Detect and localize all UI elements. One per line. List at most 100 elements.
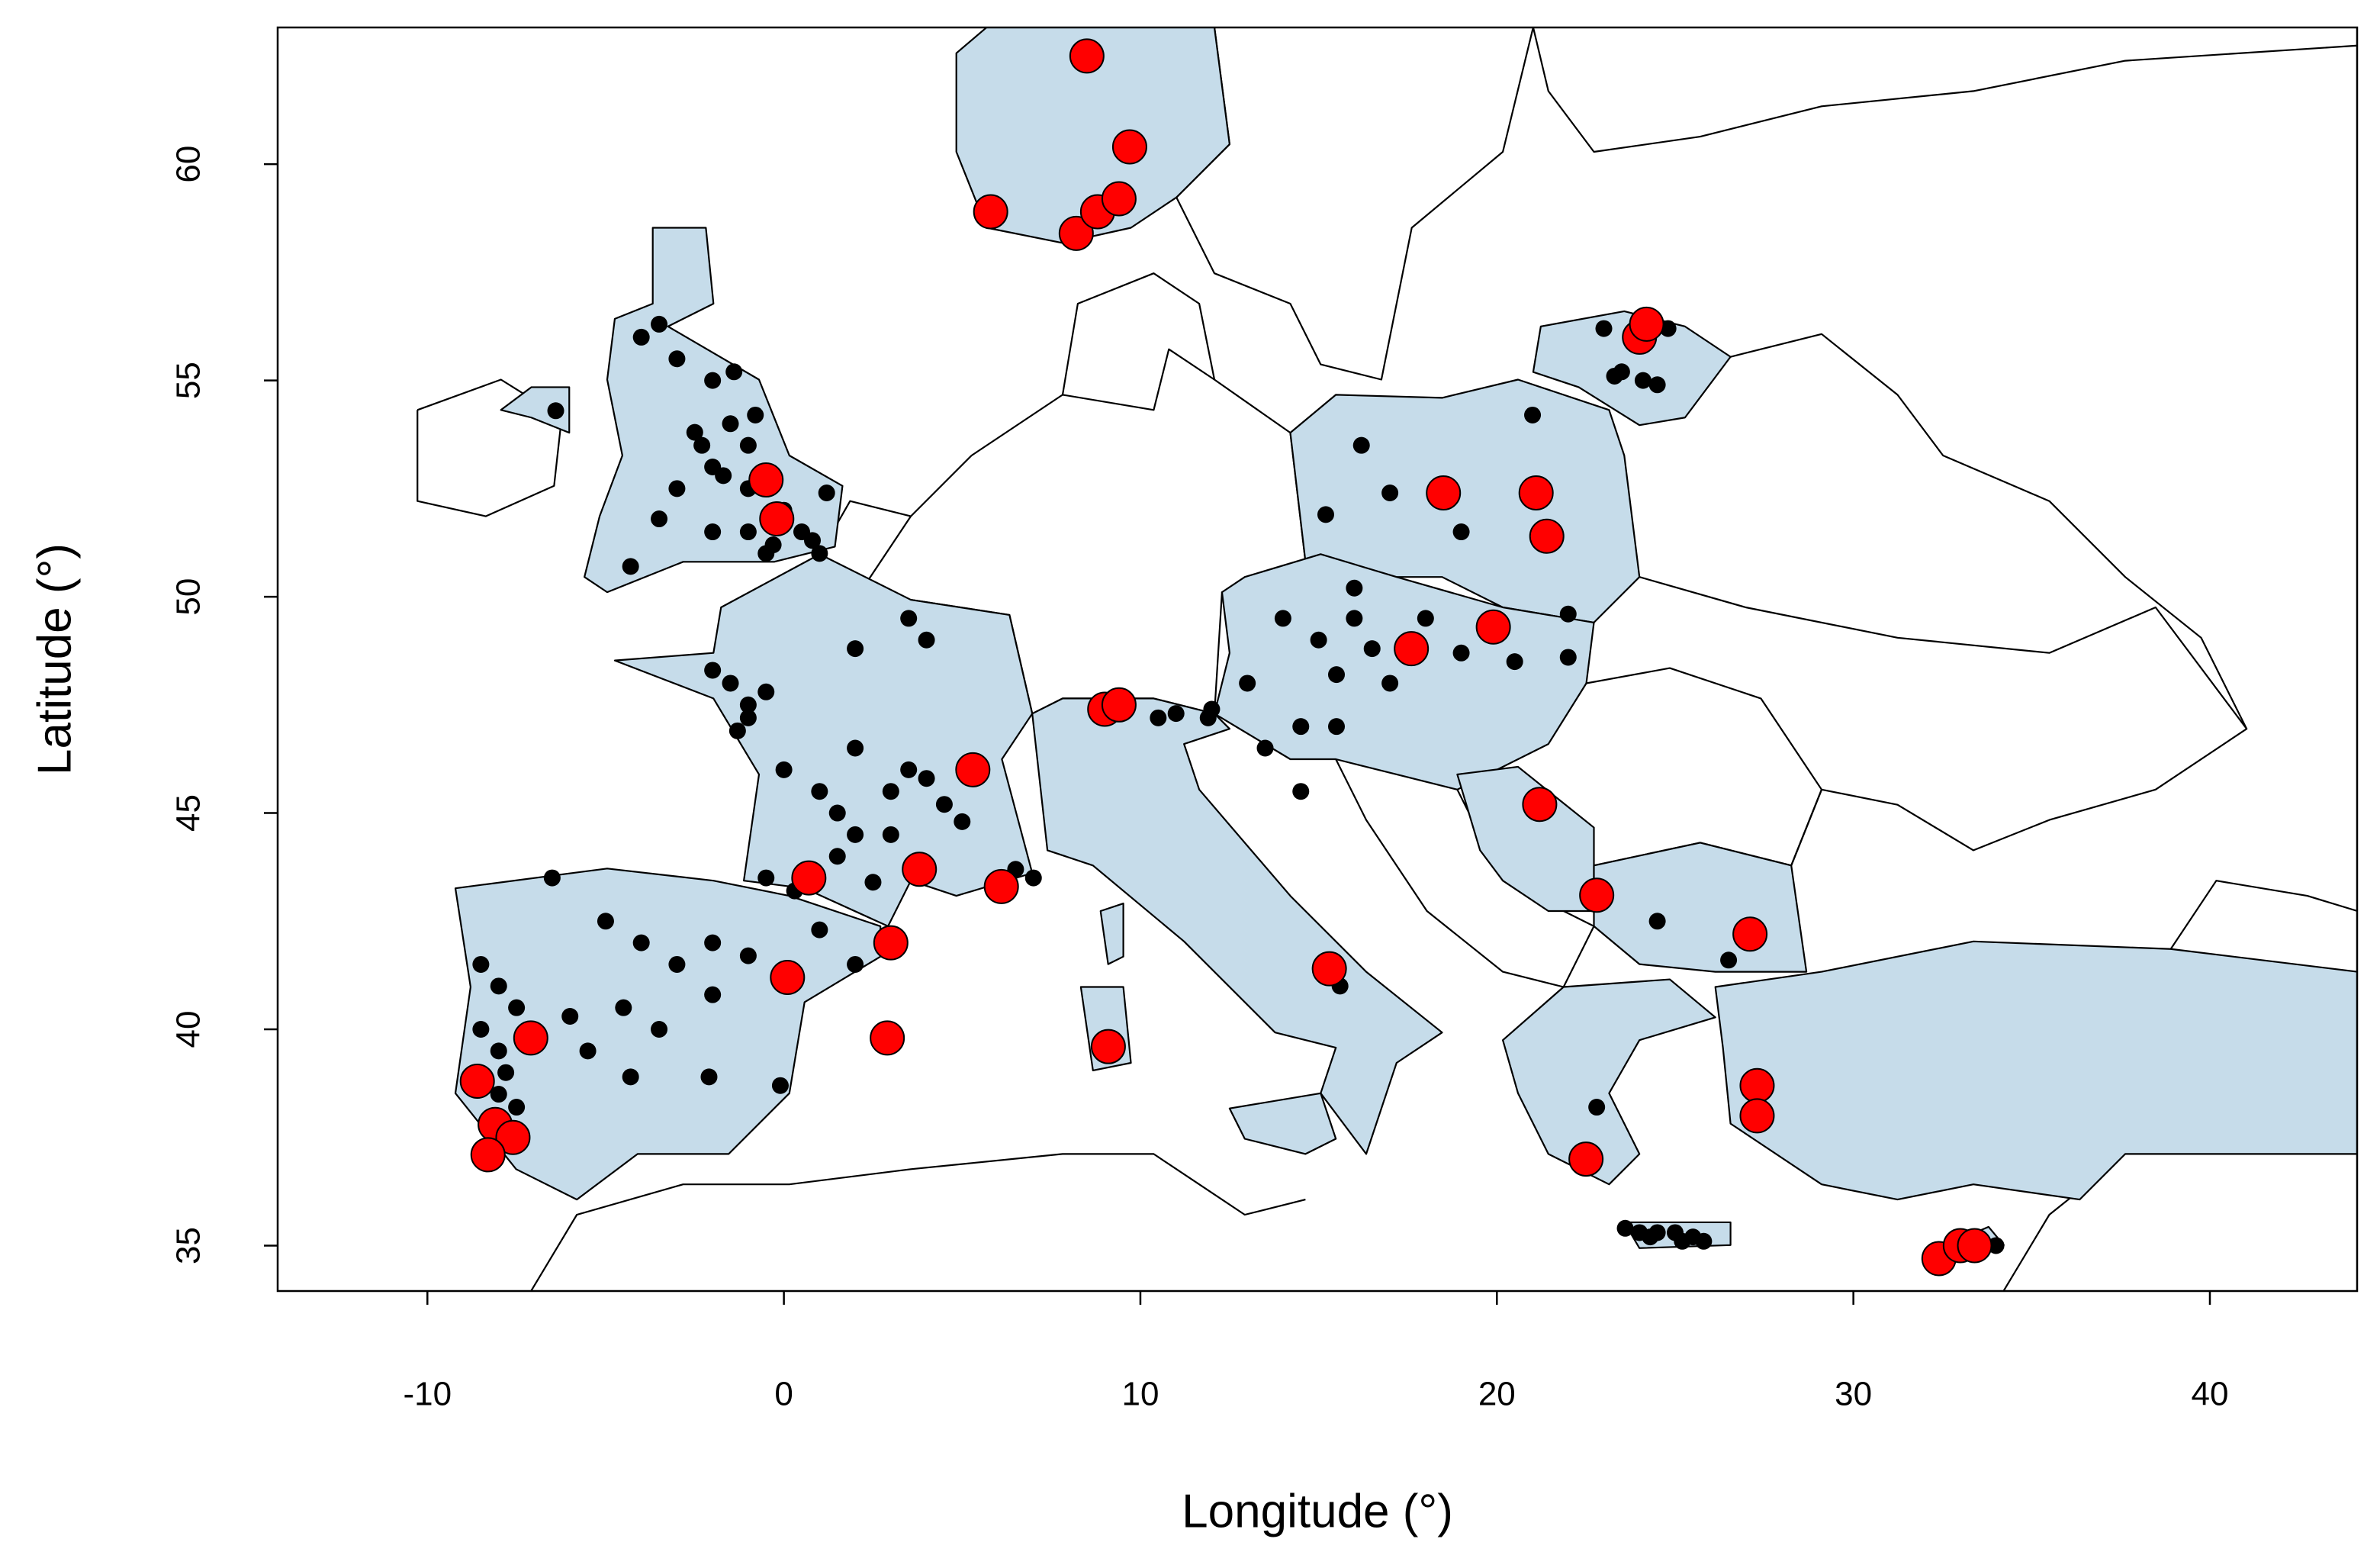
site-marker	[1648, 376, 1666, 394]
site-marker	[497, 1064, 515, 1081]
site-marker	[722, 415, 739, 433]
site-marker	[1328, 718, 1346, 736]
x-tick-label: 30	[1835, 1376, 1872, 1413]
serbia	[1456, 765, 1595, 913]
site-marker	[747, 406, 764, 423]
iberia	[454, 868, 882, 1201]
site-marker	[1363, 640, 1381, 658]
site-marker	[1328, 666, 1346, 684]
x-tick-label: -10	[403, 1376, 452, 1413]
site-marker-red	[1739, 1067, 1775, 1103]
site-marker	[490, 977, 507, 995]
caucasus	[2169, 880, 2357, 950]
site-marker	[757, 869, 775, 887]
site-marker	[1346, 610, 1363, 627]
site-marker	[739, 947, 757, 964]
site-marker	[579, 1042, 597, 1060]
sicily	[1228, 1092, 1337, 1155]
site-marker-red	[1518, 475, 1554, 511]
site-marker	[622, 558, 639, 575]
northern-ireland	[500, 386, 571, 434]
y-tick-label: 60	[170, 146, 207, 183]
site-marker	[1674, 1232, 1691, 1250]
belarus-russia	[1730, 333, 2248, 729]
site-marker	[547, 402, 564, 420]
site-marker	[561, 1008, 579, 1025]
site-marker	[704, 523, 722, 541]
site-marker	[1310, 631, 1327, 649]
x-axis-title: Longitude (°)	[1182, 1485, 1453, 1537]
site-marker-red	[873, 925, 909, 961]
y-tick-label: 50	[170, 578, 207, 616]
site-marker	[1346, 579, 1363, 597]
site-marker	[597, 913, 614, 930]
plot-frame	[276, 26, 2359, 1293]
site-marker	[1352, 436, 1370, 454]
site-marker	[543, 869, 561, 887]
site-marker	[472, 1021, 490, 1038]
site-marker	[1199, 709, 1217, 726]
site-marker	[1167, 705, 1185, 723]
site-marker	[1559, 605, 1577, 623]
site-marker	[1588, 1099, 1606, 1116]
site-marker	[847, 640, 864, 658]
denmark	[1061, 272, 1216, 395]
site-marker	[847, 826, 864, 843]
site-marker-red	[459, 1064, 495, 1100]
site-marker	[828, 848, 846, 865]
site-marker-red	[870, 1020, 905, 1056]
site-marker	[847, 955, 864, 973]
site-marker-red	[902, 852, 938, 887]
sweden	[1176, 27, 1534, 381]
site-marker	[739, 696, 757, 713]
norway	[955, 27, 1230, 244]
site-marker-red	[1739, 1098, 1775, 1134]
ireland	[416, 378, 563, 517]
site-marker	[804, 532, 822, 549]
site-marker	[1524, 406, 1542, 423]
site-marker	[1317, 506, 1334, 523]
site-marker-red	[983, 868, 1019, 904]
site-marker	[651, 510, 668, 528]
site-marker	[811, 545, 828, 562]
site-marker	[771, 1077, 789, 1094]
site-marker	[1292, 718, 1310, 736]
site-marker-red	[1426, 475, 1462, 511]
site-marker-red	[1058, 215, 1094, 251]
site-marker-red	[791, 860, 827, 896]
finland-russia	[1532, 27, 2357, 153]
y-axis-title: Latitude (°)	[28, 543, 81, 775]
site-marker	[764, 536, 782, 554]
site-marker	[818, 485, 835, 502]
site-marker	[900, 761, 918, 778]
site-marker	[1987, 1237, 2005, 1254]
site-marker	[490, 1086, 507, 1103]
site-marker-red	[955, 752, 991, 787]
x-tick-label: 20	[1478, 1376, 1516, 1413]
site-marker	[668, 350, 686, 368]
ukraine	[1639, 576, 2248, 866]
site-marker	[615, 999, 632, 1016]
site-marker	[1417, 610, 1434, 627]
points	[459, 38, 2005, 1277]
site-marker	[900, 610, 918, 627]
site-marker-red	[1111, 129, 1147, 165]
site-marker	[1024, 869, 1042, 887]
site-marker-red	[1090, 1029, 1126, 1064]
greece	[1502, 978, 1716, 1186]
site-marker	[1256, 739, 1274, 757]
site-marker	[490, 1042, 507, 1060]
y-tick-label: 55	[170, 362, 207, 399]
site-marker	[693, 436, 711, 454]
y-tick-label: 45	[170, 794, 207, 832]
site-marker-red	[1069, 38, 1105, 74]
site-marker	[775, 761, 793, 778]
site-marker-red	[1101, 687, 1137, 723]
site-marker	[668, 955, 686, 973]
site-marker	[1506, 653, 1523, 671]
y-tick-label: 35	[170, 1227, 207, 1264]
site-marker	[1381, 485, 1399, 502]
site-marker	[1642, 1228, 1659, 1246]
site-marker	[1292, 783, 1310, 800]
site-marker	[918, 631, 935, 649]
